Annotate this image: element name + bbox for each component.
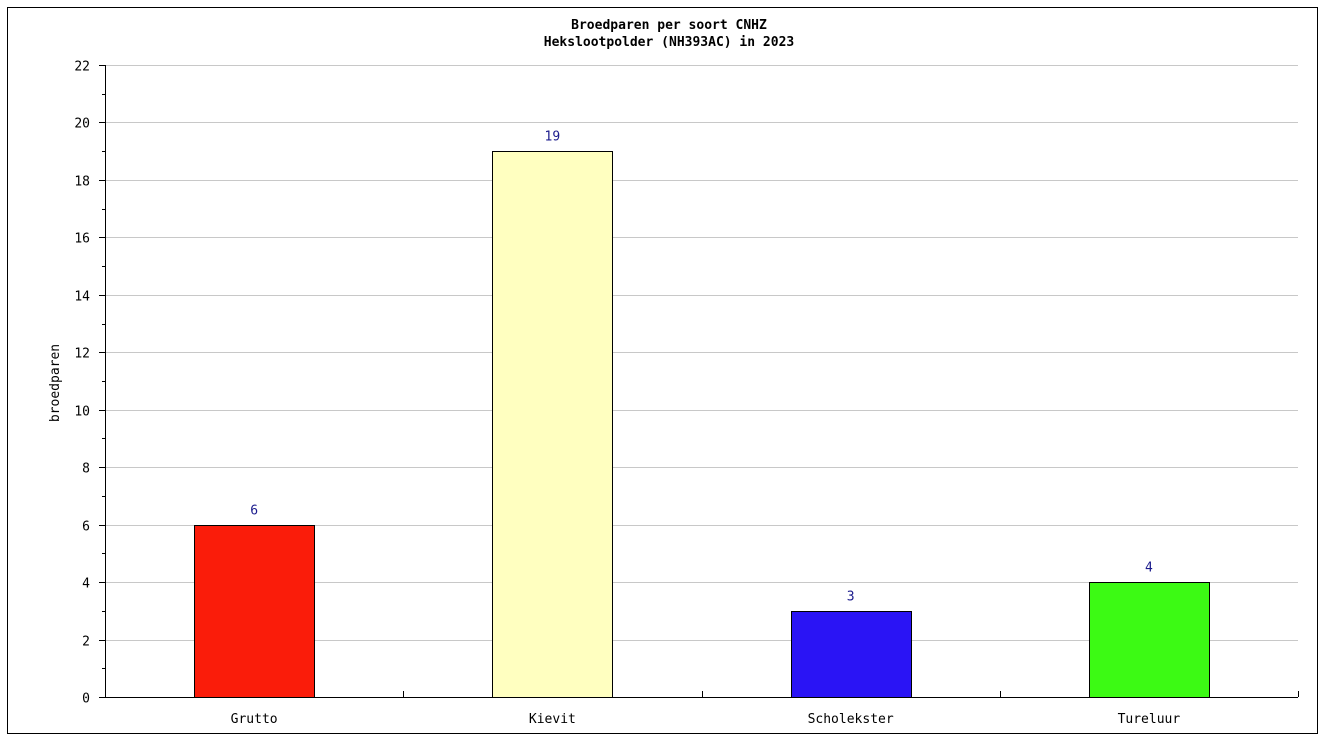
x-tick-labels: Grutto Kievit Scholekster Tureluur: [231, 712, 1181, 727]
y-tick-label: 4: [82, 577, 90, 592]
y-tick-label: 20: [74, 117, 90, 132]
y-tick-label: 0: [82, 692, 90, 707]
axes: [99, 65, 1299, 698]
bar: [1089, 582, 1210, 698]
x-tick-label: Grutto: [231, 712, 278, 727]
value-labels: 6 19 3 4: [250, 130, 1153, 605]
bar-value-label: 19: [545, 130, 561, 145]
y-tick-label: 6: [82, 520, 90, 535]
bar-value-label: 3: [847, 590, 855, 605]
x-tick-label: Tureluur: [1118, 712, 1181, 727]
y-tick-label: 2: [82, 635, 90, 650]
y-tick-label: 12: [74, 347, 90, 362]
y-tick-label: 18: [74, 175, 90, 190]
bar-value-label: 6: [250, 504, 258, 519]
bar-value-label: 4: [1145, 561, 1153, 576]
bar: [492, 151, 613, 698]
x-tick-label: Kievit: [529, 712, 576, 727]
y-tick-label: 14: [74, 290, 90, 305]
chart-title: Broedparen per soort CNHZ Hekslootpolder…: [544, 18, 794, 50]
y-tick-label: 10: [74, 405, 90, 420]
y-tick-label: 8: [82, 462, 90, 477]
bar: [194, 525, 315, 698]
y-tick-label: 22: [74, 60, 90, 75]
bars: [194, 151, 1210, 698]
chart-title-line-1: Broedparen per soort CNHZ: [571, 18, 767, 33]
x-tick-label: Scholekster: [808, 712, 894, 727]
y-tick-label: 16: [74, 232, 90, 247]
chart-title-line-2: Hekslootpolder (NH393AC) in 2023: [544, 35, 794, 50]
y-axis-label: broedparen: [48, 344, 63, 422]
bar: [791, 611, 912, 698]
y-tick-labels: 0 2 4 6 8 10 12 14 16 18 20 22: [74, 60, 90, 707]
